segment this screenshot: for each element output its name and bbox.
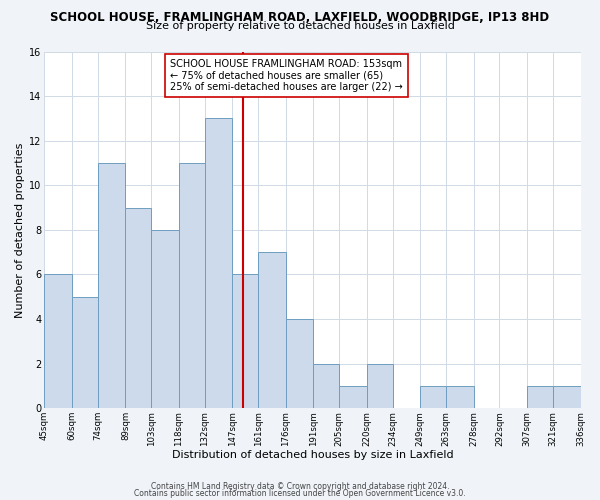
Bar — [258, 252, 286, 408]
Bar — [205, 118, 232, 408]
Text: SCHOOL HOUSE FRAMLINGHAM ROAD: 153sqm
← 75% of detached houses are smaller (65)
: SCHOOL HOUSE FRAMLINGHAM ROAD: 153sqm ← … — [170, 58, 403, 92]
X-axis label: Distribution of detached houses by size in Laxfield: Distribution of detached houses by size … — [172, 450, 453, 460]
Text: Contains public sector information licensed under the Open Government Licence v3: Contains public sector information licen… — [134, 488, 466, 498]
Bar — [420, 386, 446, 408]
Text: Contains HM Land Registry data © Crown copyright and database right 2024.: Contains HM Land Registry data © Crown c… — [151, 482, 449, 491]
Bar — [98, 163, 125, 408]
Bar — [44, 274, 72, 408]
Bar — [179, 163, 205, 408]
Bar — [367, 364, 392, 408]
Bar — [125, 208, 151, 408]
Bar — [151, 230, 179, 408]
Bar — [446, 386, 473, 408]
Bar — [313, 364, 339, 408]
Bar — [286, 319, 313, 408]
Bar — [232, 274, 258, 408]
Text: SCHOOL HOUSE, FRAMLINGHAM ROAD, LAXFIELD, WOODBRIDGE, IP13 8HD: SCHOOL HOUSE, FRAMLINGHAM ROAD, LAXFIELD… — [50, 11, 550, 24]
Text: Size of property relative to detached houses in Laxfield: Size of property relative to detached ho… — [146, 21, 454, 31]
Bar — [339, 386, 367, 408]
Bar — [72, 296, 98, 408]
Y-axis label: Number of detached properties: Number of detached properties — [15, 142, 25, 318]
Bar — [527, 386, 553, 408]
Bar — [553, 386, 581, 408]
